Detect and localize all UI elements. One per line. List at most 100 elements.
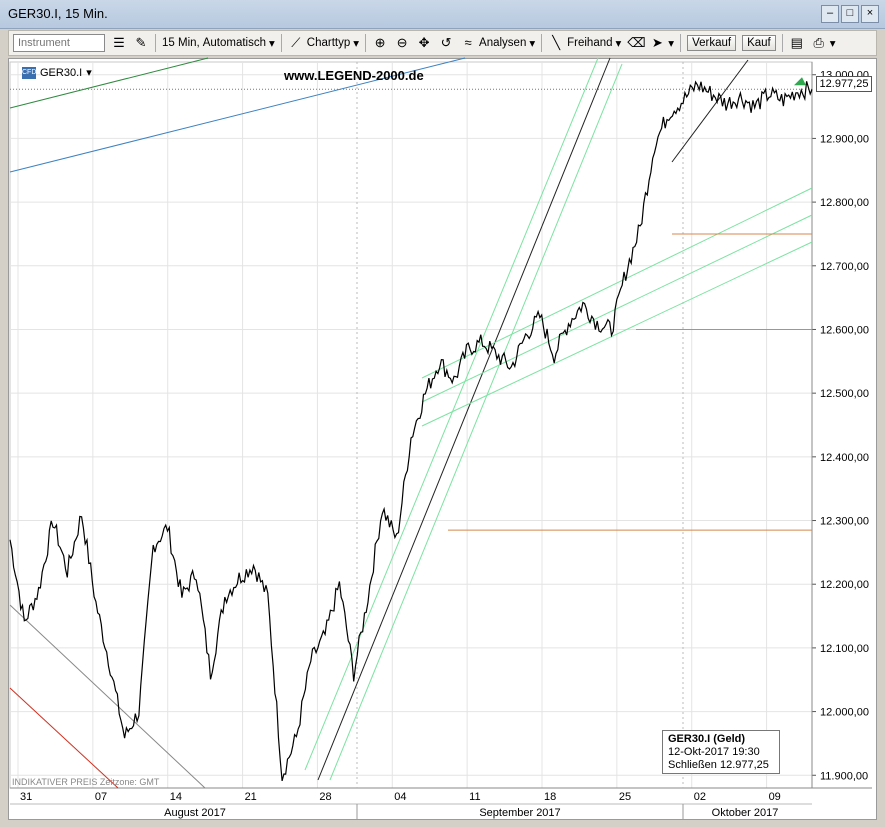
- indicative-label: INDIKATIVER PREIS: [12, 777, 98, 787]
- month-label: September 2017: [479, 807, 560, 819]
- chevron-down-icon: ▾: [529, 38, 536, 50]
- infobox-close-label: Schließen: [668, 759, 717, 771]
- price-infobox: GER30.I (Geld) 12-Okt-2017 19:30 Schließ…: [662, 730, 780, 774]
- x-tick-label: 07: [95, 791, 107, 803]
- sell-button[interactable]: Verkauf: [687, 35, 737, 51]
- price-series-line: [9, 80, 813, 782]
- infobox-close-value: 12.977,25: [719, 759, 769, 771]
- zoom-in-icon[interactable]: ⊕: [374, 35, 386, 50]
- chevron-down-icon: ▾: [615, 38, 622, 50]
- y-tick-label: 12.100,00: [820, 643, 869, 655]
- indicator-icon[interactable]: ✎: [135, 35, 147, 50]
- instrument-input[interactable]: [13, 34, 105, 52]
- analysen-label: Analysen: [479, 37, 527, 49]
- chevron-down-icon: ▾: [353, 38, 360, 50]
- trend-line-gray: [9, 604, 206, 789]
- x-tick-label: 28: [319, 791, 331, 803]
- x-tick-label: 04: [394, 791, 406, 803]
- y-tick-label: 12.600,00: [820, 324, 869, 336]
- infobox-datetime: 12-Okt-2017 19:30: [668, 746, 760, 758]
- chart-toolbar: ☰ ✎ 15 Min,Automatisch▾ ⟋Charttyp▾ ⊕ ⊖ ✥…: [8, 30, 877, 56]
- interval-label: 15 Min,: [162, 37, 200, 49]
- y-tick-label: 12.900,00: [820, 133, 869, 145]
- instrument-selector[interactable]: CFD GER30.I ▾: [22, 66, 92, 79]
- trend-line-channel: [317, 57, 611, 781]
- x-tick-label: 11: [469, 791, 480, 803]
- chart-area[interactable]: [8, 58, 877, 820]
- chart-settings-icon[interactable]: ▤: [790, 35, 803, 50]
- timezone-label: Zeitzone: GMT: [99, 777, 160, 787]
- freihand-label: Freihand: [567, 37, 613, 49]
- last-price-label: 12.977,25: [816, 76, 872, 92]
- move-icon[interactable]: ✥: [418, 35, 430, 50]
- month-label: Oktober 2017: [712, 807, 779, 819]
- minimize-button[interactable]: –: [821, 5, 839, 23]
- x-tick-label: 09: [769, 791, 781, 803]
- cursor-dropdown[interactable]: ➤ ▾: [649, 35, 674, 51]
- trend-line-blue: [9, 57, 466, 173]
- y-tick-label: 12.500,00: [820, 388, 869, 400]
- analysis-icon: ≈: [464, 35, 472, 50]
- cursor-icon: ➤: [651, 35, 663, 50]
- y-tick-label: 12.800,00: [820, 197, 869, 209]
- window-titlebar: GER30.I, 15 Min. – □ ×: [0, 0, 885, 29]
- zoom-out-icon[interactable]: ⊖: [396, 35, 408, 50]
- buy-button[interactable]: Kauf: [742, 35, 776, 51]
- month-label: August 2017: [164, 807, 226, 819]
- y-tick-label: 12.000,00: [820, 707, 869, 719]
- chevron-down-icon: ▾: [668, 38, 675, 50]
- line-chart-icon: ⟋: [291, 35, 301, 50]
- infobox-title: GER30.I (Geld): [668, 733, 746, 745]
- x-tick-label: 02: [694, 791, 706, 803]
- x-tick-label: 21: [245, 791, 257, 803]
- toolbar-separator: [781, 34, 783, 52]
- reset-icon[interactable]: ↺: [440, 35, 452, 50]
- maximize-button[interactable]: □: [841, 5, 859, 23]
- trend-line-short: [671, 59, 749, 163]
- instrument-name: GER30.I: [40, 66, 83, 79]
- toolbar-separator: [680, 34, 682, 52]
- print-dropdown[interactable]: ⎙ ▾: [811, 35, 836, 51]
- x-tick-label: 25: [619, 791, 631, 803]
- interval-dropdown[interactable]: 15 Min, Automatisch ▾: [162, 36, 275, 50]
- window-title: GER30.I, 15 Min.: [8, 6, 108, 21]
- last-price-marker: [794, 77, 806, 86]
- channel-line: [421, 187, 813, 379]
- toolbar-separator: [365, 34, 367, 52]
- x-tick-label: 31: [20, 791, 32, 803]
- channel-line: [421, 241, 813, 427]
- y-tick-label: 12.200,00: [820, 579, 869, 591]
- print-icon: ⎙: [813, 35, 824, 50]
- x-tick-label: 18: [544, 791, 556, 803]
- chevron-down-icon: ▾: [269, 38, 275, 50]
- channel-line: [329, 63, 623, 781]
- charttype-dropdown[interactable]: ⟋ Charttyp ▾: [288, 35, 359, 51]
- y-tick-label: 11.900,00: [820, 770, 868, 782]
- draw-line-icon: ╲: [552, 35, 561, 50]
- channel-line: [304, 57, 599, 771]
- close-button[interactable]: ×: [861, 5, 879, 23]
- mode-label: Automatisch: [202, 37, 266, 49]
- analysen-dropdown[interactable]: ≈ Analysen ▾: [460, 35, 535, 51]
- trend-line-green: [9, 57, 209, 109]
- trend-line-red: [9, 687, 119, 789]
- toolbar-separator: [541, 34, 543, 52]
- y-tick-label: 12.300,00: [820, 516, 869, 528]
- y-tick-label: 12.400,00: [820, 452, 869, 464]
- toolbar-separator: [155, 34, 156, 52]
- chevron-down-icon: ▾: [86, 67, 92, 79]
- toolbar-separator: [280, 34, 282, 52]
- watermark: www.LEGEND-2000.de: [284, 68, 424, 83]
- window-controls: – □ ×: [821, 5, 879, 23]
- instrument-list-icon[interactable]: ☰: [113, 35, 125, 50]
- charttype-label: Charttyp: [306, 37, 351, 49]
- channel-line: [421, 214, 813, 403]
- indicative-note: INDIKATIVER PREIS Zeitzone: GMT: [12, 777, 159, 787]
- chevron-down-icon: ▾: [829, 38, 836, 50]
- eraser-icon[interactable]: ⌫: [627, 35, 646, 50]
- y-tick-label: 12.700,00: [820, 261, 869, 273]
- cfd-icon: CFD: [22, 66, 36, 79]
- freihand-dropdown[interactable]: ╲ Freihand ▾: [548, 35, 621, 51]
- x-tick-label: 14: [170, 791, 182, 803]
